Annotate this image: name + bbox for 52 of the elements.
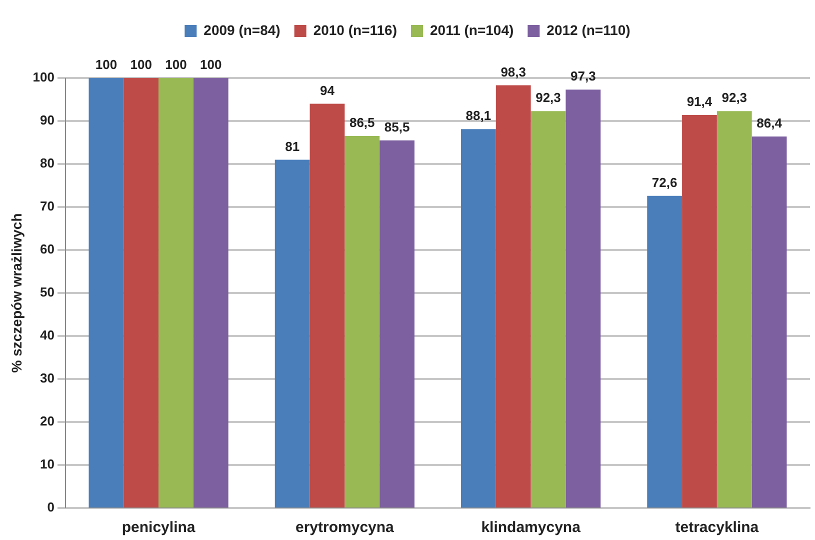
bar	[682, 114, 717, 508]
bar	[380, 140, 414, 508]
bar	[193, 78, 228, 508]
y-tick-label: 70	[40, 198, 54, 214]
y-tick-label: 100	[32, 70, 54, 85]
y-axis-title: % szczepów wrażliwych	[8, 213, 24, 373]
data-label: 97,3	[570, 68, 596, 84]
legend-label: 2009 (n=84)	[204, 22, 280, 38]
bar	[274, 160, 310, 508]
legend-label: 2010 (n=116)	[313, 22, 397, 38]
y-tick-label: 50	[40, 284, 54, 300]
bar	[124, 78, 159, 508]
data-label: 86,4	[756, 116, 783, 131]
data-label: 86,5	[349, 115, 375, 130]
data-label: 100	[95, 57, 118, 72]
x-tick-label: erytromycyna	[295, 519, 395, 536]
bar	[496, 85, 531, 508]
bar	[310, 104, 345, 508]
data-label: 72,6	[652, 174, 678, 190]
y-tick-label: 10	[40, 456, 54, 472]
data-label: 88,1	[466, 108, 492, 124]
data-label: 91,4	[686, 94, 713, 110]
x-tick-label: klindamycyna	[481, 519, 582, 536]
y-tick-label: 40	[40, 328, 54, 343]
y-tick-label: 20	[40, 414, 54, 429]
data-label: 100	[130, 57, 152, 72]
data-label: 100	[200, 57, 222, 72]
bar	[344, 136, 380, 508]
data-label: 81	[285, 138, 300, 154]
bar	[461, 129, 496, 508]
bar	[647, 196, 682, 508]
y-tick-label: 80	[40, 156, 54, 171]
bar	[88, 78, 124, 508]
data-label: 100	[165, 57, 187, 72]
y-tick-label: 30	[40, 370, 54, 386]
y-tick-label: 0	[47, 500, 54, 515]
data-label: 94	[320, 82, 336, 98]
y-tick-label: 60	[40, 242, 54, 257]
bar	[752, 136, 787, 508]
bar	[158, 78, 194, 508]
data-label: 92,3	[722, 90, 748, 106]
x-tick-label: penicylina	[122, 519, 196, 536]
x-tick-label: tetracyklina	[675, 519, 760, 536]
bar	[716, 111, 752, 508]
legend-label: 2011 (n=104)	[430, 22, 514, 38]
data-label: 85,5	[384, 119, 410, 134]
bar	[566, 90, 601, 508]
y-tick-label: 90	[40, 112, 54, 128]
data-label: 92,3	[536, 90, 561, 106]
data-label: 98,3	[500, 64, 526, 80]
bar	[530, 111, 566, 508]
legend-label: 2012 (n=110)	[546, 22, 630, 38]
